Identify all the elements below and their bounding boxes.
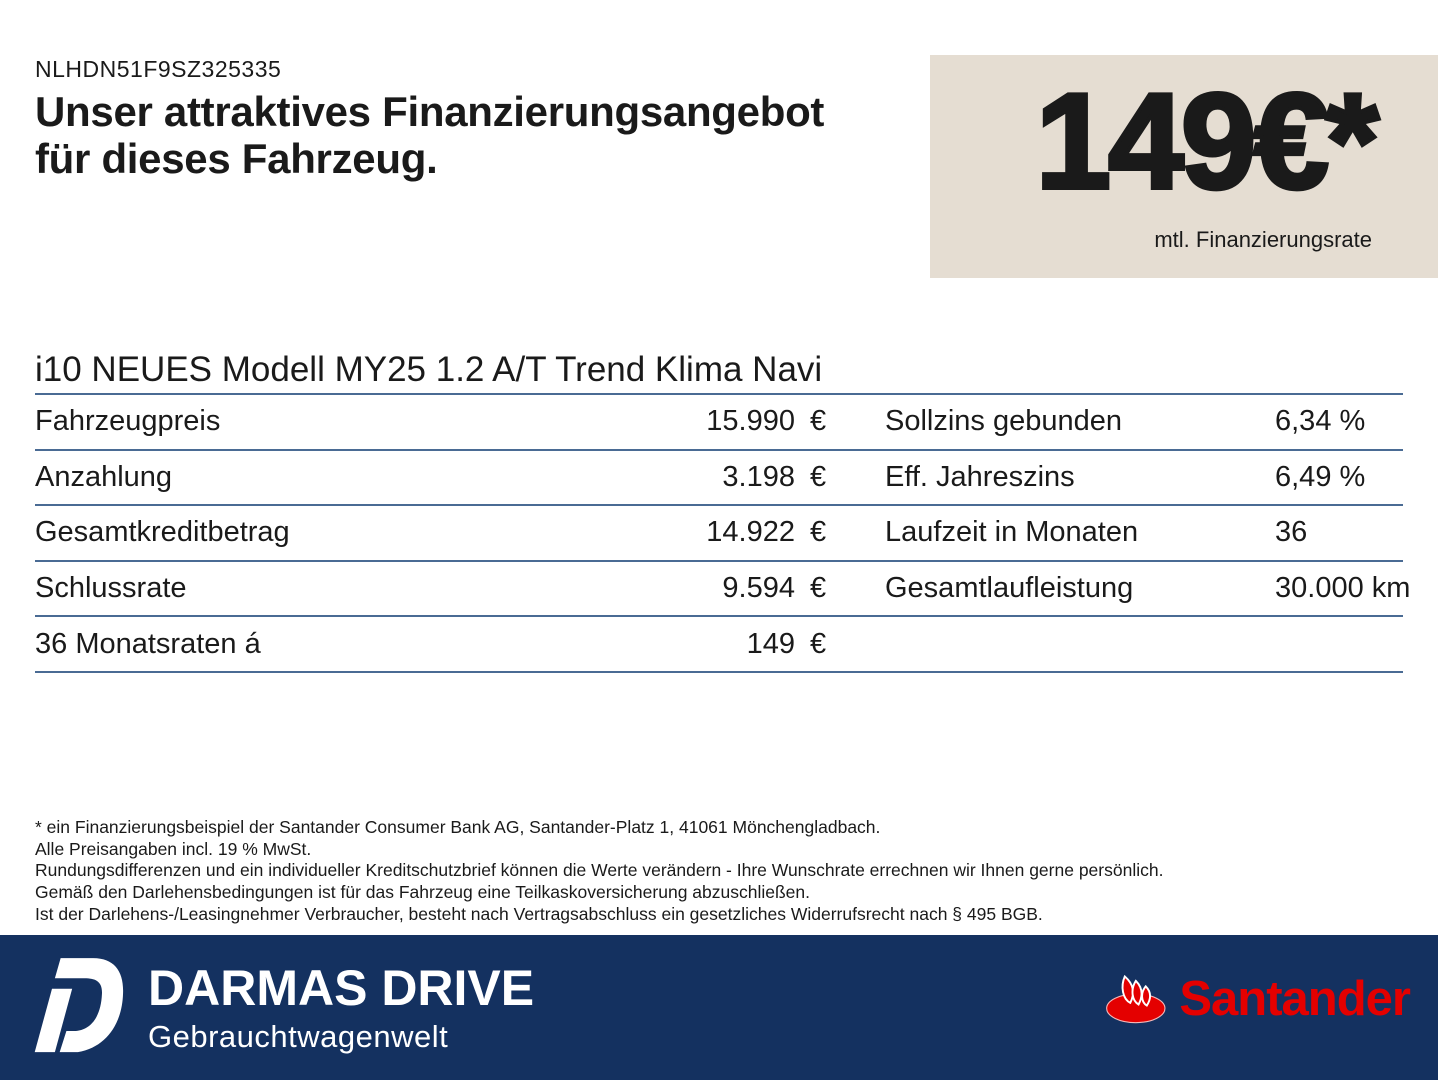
disclaimer-line: * ein Finanzierungsbeispiel der Santande…	[35, 817, 881, 837]
disclaimer-line: Rundungsdifferenzen und ein individuelle…	[35, 860, 1164, 881]
vehicle-model-title: i10 NEUES Modell MY25 1.2 A/T Trend Klim…	[35, 350, 1403, 395]
santander-flame-icon	[1106, 974, 1166, 1023]
santander-wordmark: Santander	[1179, 971, 1411, 1026]
table-row: Anzahlung 3.198 € Eff. Jahreszins 6,49 %	[35, 451, 1403, 507]
row-value: 6,49 %	[1275, 460, 1366, 493]
dealer-text-block: DARMAS DRIVE Gebrauchtwagenwelt	[148, 961, 534, 1055]
vehicle-vin: NLHDN51F9SZ325335	[35, 56, 282, 82]
row-label: Fahrzeugpreis	[35, 405, 221, 438]
page-title-line1: Unser attraktives Finanzierungsangebot	[35, 88, 825, 135]
finance-table: Fahrzeugpreis 15.990 € Sollzins gebunden…	[35, 395, 1410, 673]
row-label: Anzahlung	[35, 460, 173, 493]
row-unit: €	[810, 627, 827, 660]
row-label: Laufzeit in Monaten	[885, 516, 1139, 549]
monthly-rate-box: 149€* mtl. Finanzierungsrate	[930, 55, 1438, 278]
table-row: Gesamtkreditbetrag 14.922 € Laufzeit in …	[35, 506, 1403, 562]
row-value: 6,34 %	[1275, 405, 1366, 438]
dealer-subtitle: Gebrauchtwagenwelt	[148, 1018, 449, 1054]
page-title-line2: für dieses Fahrzeug.	[35, 135, 438, 182]
page-title: Unser attraktives Finanzierungsangebot f…	[35, 88, 824, 182]
dealer-name: DARMAS DRIVE	[148, 959, 535, 1016]
row-value: 14.922	[706, 516, 795, 549]
row-value: 30.000 km	[1275, 572, 1411, 605]
dealer-branding: DARMAS DRIVE Gebrauchtwagenwelt	[28, 953, 534, 1063]
table-row: Schlussrate 9.594 € Gesamtlaufleistung 3…	[35, 562, 1410, 618]
row-unit: €	[810, 572, 827, 605]
row-value: 15.990	[706, 405, 795, 438]
santander-branding: Santander	[1105, 969, 1411, 1029]
row-unit: €	[810, 460, 827, 493]
monthly-rate-amount: 149€*	[1034, 63, 1381, 219]
disclaimer-line: Gemäß den Darlehensbedingungen ist für d…	[35, 882, 810, 903]
row-label: Schlussrate	[35, 572, 187, 605]
row-label: Gesamtkreditbetrag	[35, 516, 290, 549]
disclaimer-text: * ein Finanzierungsbeispiel der Santande…	[35, 817, 1163, 926]
row-unit: €	[810, 405, 827, 438]
row-value: 36	[1275, 516, 1308, 549]
row-label: Gesamtlaufleistung	[885, 572, 1134, 605]
darmas-d-logo-icon	[34, 957, 124, 1052]
monthly-rate-caption: mtl. Finanzierungsrate	[1154, 227, 1372, 252]
row-value: 3.198	[722, 460, 795, 493]
disclaimer-line: Ist der Darlehens-/Leasingnehmer Verbrau…	[35, 903, 1043, 924]
row-unit: €	[810, 516, 827, 549]
disclaimer-line: Alle Preisangaben incl. 19 % MwSt.	[35, 838, 312, 859]
table-row: 36 Monatsraten á 149 €	[35, 617, 1403, 673]
row-label: Eff. Jahreszins	[885, 460, 1075, 493]
row-value: 149	[746, 627, 795, 660]
row-label: 36 Monatsraten á	[35, 627, 261, 660]
table-row: Fahrzeugpreis 15.990 € Sollzins gebunden…	[35, 395, 1403, 451]
row-value: 9.594	[722, 572, 795, 605]
row-label: Sollzins gebunden	[885, 405, 1123, 438]
footer-bar: DARMAS DRIVE Gebrauchtwagenwelt Santande…	[0, 935, 1438, 1080]
